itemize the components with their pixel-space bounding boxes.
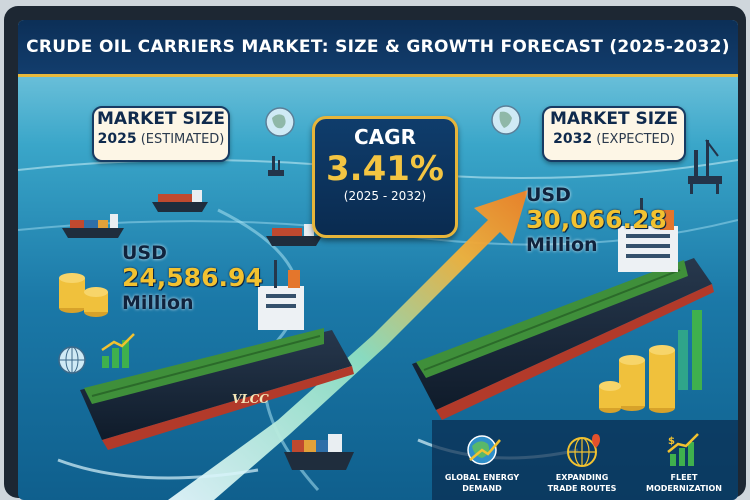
market-value-2025: USD 24,586.94 Million bbox=[122, 242, 263, 314]
small-cargo-ship bbox=[62, 214, 124, 238]
callout-qualifier: (ESTIMATED) bbox=[140, 132, 225, 147]
small-cargo-ship bbox=[266, 224, 322, 246]
tablet-frame: CRUDE OIL CARRIERS MARKET: SIZE & GROWTH… bbox=[4, 6, 746, 500]
driver-label-line1: GLOBAL ENERGY bbox=[444, 473, 520, 482]
market-value-2032: USD 30,066.28 Million bbox=[526, 184, 667, 256]
svg-text:$: $ bbox=[668, 436, 675, 447]
callout-year: 2032 bbox=[553, 131, 593, 147]
cagr-value: 3.41% bbox=[326, 149, 444, 189]
callout-subline: 2032 (EXPECTED) bbox=[544, 130, 684, 149]
currency-label: USD bbox=[526, 184, 571, 206]
callout-heading: MARKET SIZE bbox=[550, 109, 678, 129]
driver-label-line1: FLEET bbox=[670, 473, 698, 482]
amount-value: 30,066.28 bbox=[526, 205, 667, 234]
small-cargo-ship bbox=[152, 190, 208, 212]
ship-name-label: VLCC bbox=[232, 392, 269, 406]
driver-label-line2: TRADE ROUTES bbox=[547, 484, 617, 493]
driver-label-line2: DEMAND bbox=[462, 484, 502, 493]
globe-icon bbox=[58, 346, 86, 374]
title-banner: CRUDE OIL CARRIERS MARKET: SIZE & GROWTH… bbox=[18, 20, 738, 77]
oil-rig-icon bbox=[688, 139, 722, 194]
driver-label: EXPANDING TRADE ROUTES bbox=[536, 472, 628, 494]
infographic-screen: CRUDE OIL CARRIERS MARKET: SIZE & GROWTH… bbox=[18, 20, 738, 500]
cagr-box: CAGR 3.41% (2025 - 2032) bbox=[312, 116, 458, 238]
oil-rig-icon bbox=[268, 156, 284, 176]
vlcc-tanker bbox=[80, 260, 354, 450]
page-title: CRUDE OIL CARRIERS MARKET: SIZE & GROWTH… bbox=[26, 37, 730, 57]
market-size-2025-callout: MARKET SIZE 2025 (ESTIMATED) bbox=[92, 106, 230, 162]
globe-growth-icon bbox=[467, 435, 501, 465]
callout-year: 2025 bbox=[97, 131, 137, 147]
currency-label: USD bbox=[122, 242, 167, 264]
callout-qualifier: (EXPECTED) bbox=[596, 132, 675, 147]
unit-label: Million bbox=[122, 292, 194, 314]
globe-route-icon bbox=[567, 434, 600, 467]
bar-growth-icon: $ bbox=[667, 433, 699, 466]
unit-label: Million bbox=[526, 234, 598, 256]
driver-label-line2: MODERNIZATION bbox=[646, 484, 722, 493]
market-size-2032-callout: MARKET SIZE 2032 (EXPECTED) bbox=[542, 106, 686, 162]
amount-value: 24,586.94 bbox=[122, 263, 263, 292]
wake-line bbox=[57, 458, 259, 480]
bar-chart-growth-icon bbox=[101, 333, 135, 368]
callout-heading: MARKET SIZE bbox=[97, 109, 225, 129]
small-cargo-ship bbox=[284, 434, 354, 470]
driver-expanding-trade-routes: EXPANDING TRADE ROUTES bbox=[536, 432, 628, 494]
cagr-period: (2025 - 2032) bbox=[343, 189, 427, 203]
globe-icon bbox=[491, 105, 521, 135]
driver-label-line1: EXPANDING bbox=[555, 473, 609, 482]
bar-chart-growth-icon bbox=[678, 310, 702, 390]
driver-fleet-modernization: $ FLEET MODERNIZATION bbox=[638, 432, 730, 494]
globe-icon bbox=[265, 107, 295, 137]
cagr-label: CAGR bbox=[354, 125, 416, 149]
vlcc-tanker bbox=[412, 198, 714, 420]
coin-stack-icon bbox=[599, 345, 675, 413]
sea-scene bbox=[18, 105, 738, 500]
growth-arrow bbox=[168, 190, 528, 500]
driver-label: GLOBAL ENERGY DEMAND bbox=[436, 472, 528, 494]
driver-label: FLEET MODERNIZATION bbox=[638, 472, 730, 494]
callout-subline: 2025 (ESTIMATED) bbox=[94, 130, 228, 149]
driver-global-energy-demand: GLOBAL ENERGY DEMAND bbox=[436, 432, 528, 494]
coin-stack-icon bbox=[59, 273, 108, 317]
